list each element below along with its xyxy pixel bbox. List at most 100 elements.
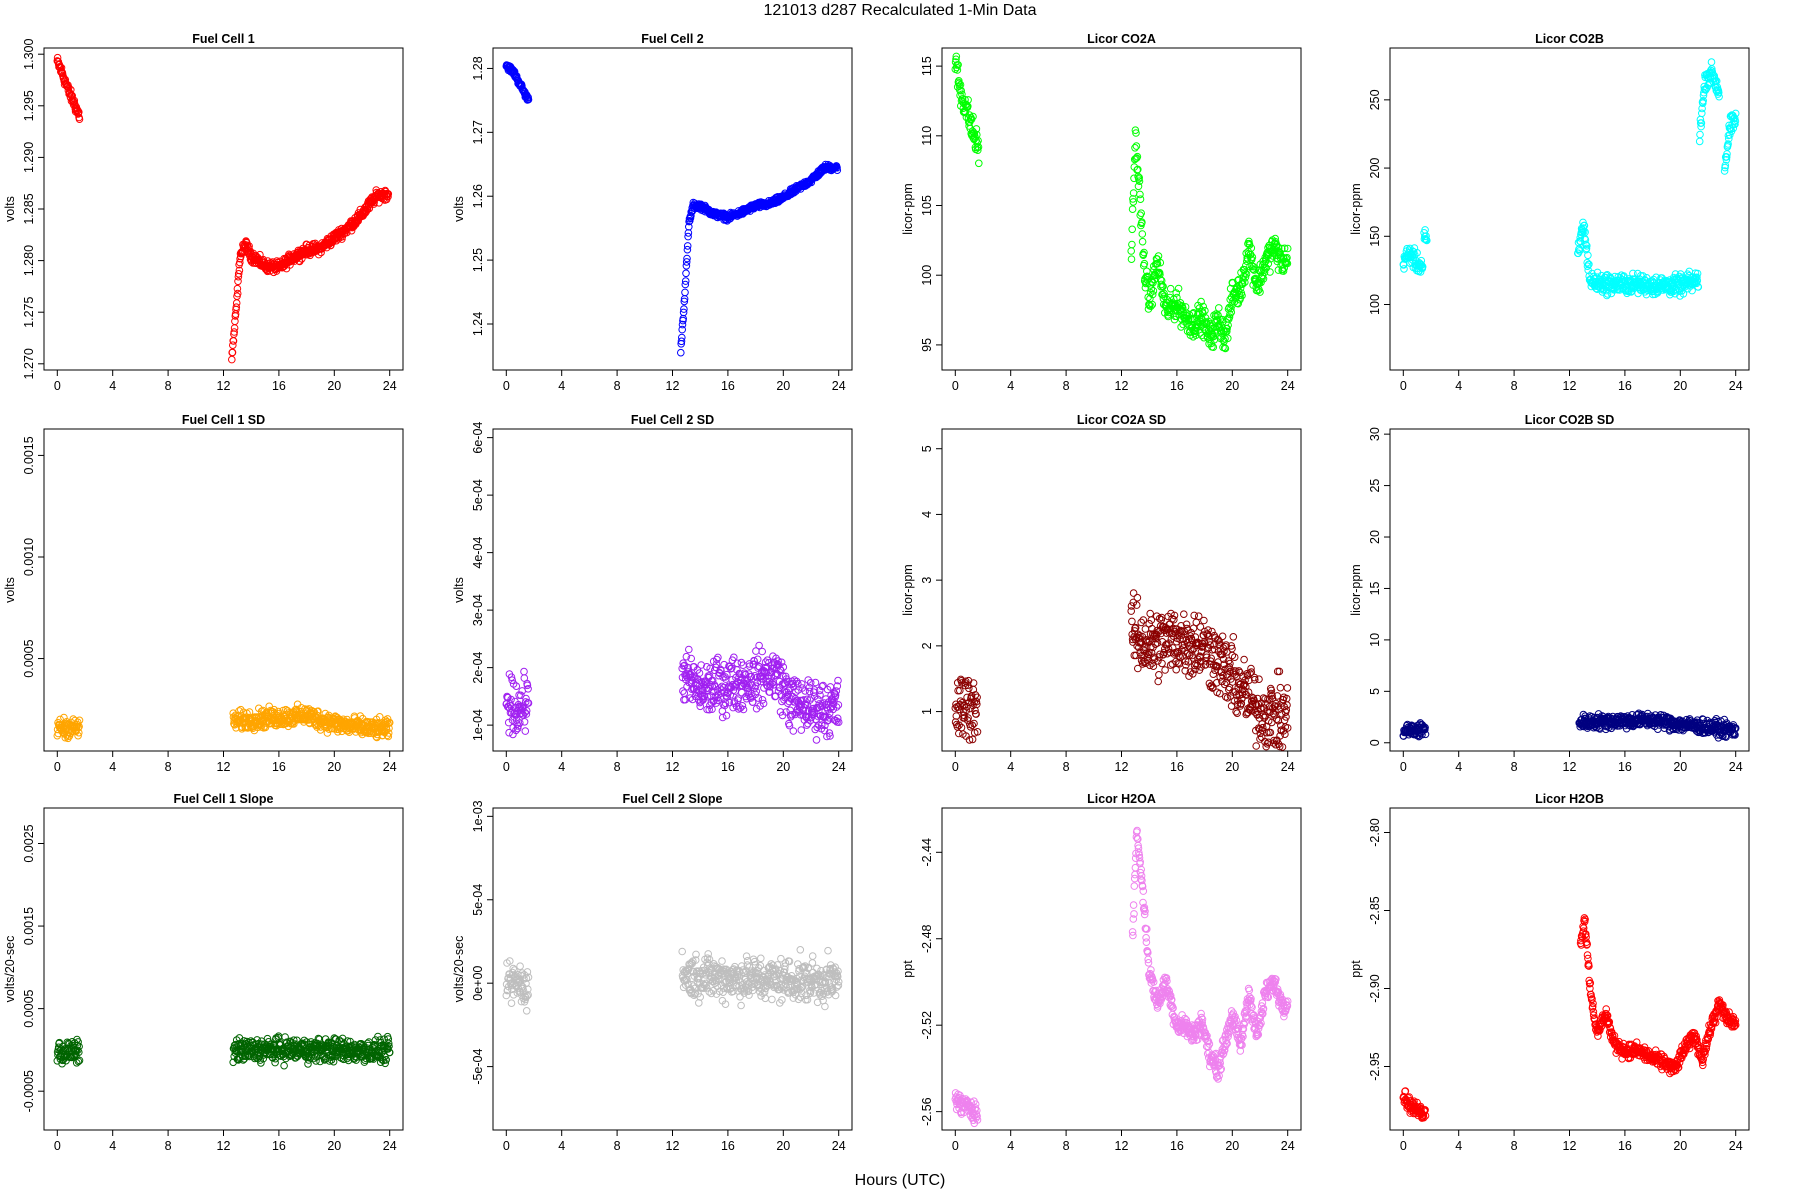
data-point	[1199, 302, 1207, 311]
data-point	[1226, 659, 1234, 668]
y-axis-label: volts	[3, 196, 17, 222]
data-point	[1177, 323, 1185, 331]
data-point	[1722, 153, 1731, 161]
y-tick-label: 1e-04	[471, 709, 485, 741]
data-point	[1712, 86, 1721, 95]
panel-6: Fuel Cell 2 SD0 4 8 12 16 20 241e-042e-043e-04…	[452, 413, 853, 774]
data-point	[806, 679, 815, 687]
data-point	[1185, 672, 1193, 680]
data-point	[1154, 657, 1162, 665]
data-point	[1421, 730, 1430, 739]
data-point	[725, 698, 734, 707]
y-tick-label: 2	[920, 642, 934, 649]
x-tick-label: 24	[1729, 760, 1743, 774]
data-point	[1202, 653, 1211, 662]
data-point	[972, 710, 980, 718]
data-point	[1584, 251, 1592, 260]
data-point	[1254, 700, 1263, 708]
data-point	[263, 1034, 272, 1043]
data-point	[1143, 267, 1151, 276]
data-point	[956, 686, 964, 695]
data-point	[1135, 173, 1143, 182]
data-point	[1720, 167, 1729, 175]
data-point	[1697, 122, 1705, 131]
data-point	[233, 289, 242, 298]
x-tick-label: 20	[1225, 379, 1239, 393]
x-tick-label: 16	[272, 379, 286, 393]
data-point	[789, 727, 798, 735]
y-tick-label: 25	[1368, 479, 1382, 493]
data-point	[1423, 236, 1431, 245]
data-point	[1721, 732, 1730, 741]
data-point	[503, 986, 512, 995]
plot-frame	[492, 47, 853, 371]
x-tick-label: 4	[1007, 379, 1014, 393]
data-point	[1129, 589, 1138, 597]
data-point	[1238, 291, 1246, 300]
data-point	[1232, 707, 1240, 716]
data-point	[1698, 109, 1706, 118]
data-point	[1272, 715, 1281, 724]
data-point	[678, 320, 687, 329]
plot-frame	[492, 807, 853, 1131]
data-point	[766, 688, 774, 696]
data-point	[75, 1042, 83, 1051]
panel-title: Licor CO2A SD	[1077, 413, 1166, 427]
data-points	[951, 52, 1292, 353]
data-point	[280, 1061, 288, 1070]
x-tick-label: 8	[165, 1139, 172, 1153]
data-point	[832, 687, 841, 695]
data-point	[1283, 724, 1292, 732]
x-tick-label: 8	[1511, 379, 1518, 393]
data-point	[1597, 271, 1606, 280]
data-point	[522, 694, 530, 703]
data-point	[1583, 262, 1592, 271]
data-point	[1180, 610, 1188, 619]
data-point	[66, 89, 74, 98]
data-points	[53, 53, 393, 364]
x-tick-label: 8	[165, 760, 172, 774]
data-point	[1679, 290, 1688, 298]
data-point	[74, 1038, 82, 1046]
data-point	[1134, 630, 1142, 639]
data-point	[968, 130, 977, 138]
data-point	[1241, 273, 1250, 281]
data-point	[816, 691, 824, 699]
y-tick-label: 0.0010	[22, 538, 36, 576]
data-point	[974, 143, 983, 151]
data-point	[788, 711, 797, 719]
y-tick-label: 1.24	[471, 312, 485, 336]
data-point	[1159, 282, 1167, 291]
data-point	[1140, 248, 1148, 257]
data-point	[680, 689, 689, 697]
data-point	[1247, 244, 1256, 252]
data-point	[1413, 249, 1421, 257]
data-point	[759, 699, 768, 708]
data-point	[956, 80, 965, 89]
data-point	[283, 1038, 291, 1046]
x-tick-label: 0	[54, 379, 61, 393]
data-point	[1281, 257, 1290, 266]
data-point	[706, 664, 715, 673]
y-axis-label: volts	[452, 577, 466, 603]
y-axis-label: volts	[452, 196, 466, 222]
x-tick-label: 16	[1618, 379, 1632, 393]
panel-title: Fuel Cell 1 Slope	[173, 792, 273, 806]
data-point	[1174, 284, 1183, 293]
x-tick-label: 16	[1170, 760, 1184, 774]
data-point	[695, 669, 704, 677]
data-point	[518, 703, 526, 711]
data-point	[317, 248, 325, 257]
data-point	[1266, 728, 1275, 737]
data-point	[1149, 662, 1158, 671]
data-point	[1694, 283, 1703, 291]
data-point	[1127, 247, 1135, 255]
x-tick-label: 24	[1281, 760, 1295, 774]
data-point	[512, 72, 521, 80]
data-point	[58, 1056, 67, 1065]
data-point	[814, 695, 822, 704]
data-point	[1149, 287, 1158, 295]
x-tick-label: 16	[272, 760, 286, 774]
data-point	[797, 726, 806, 734]
